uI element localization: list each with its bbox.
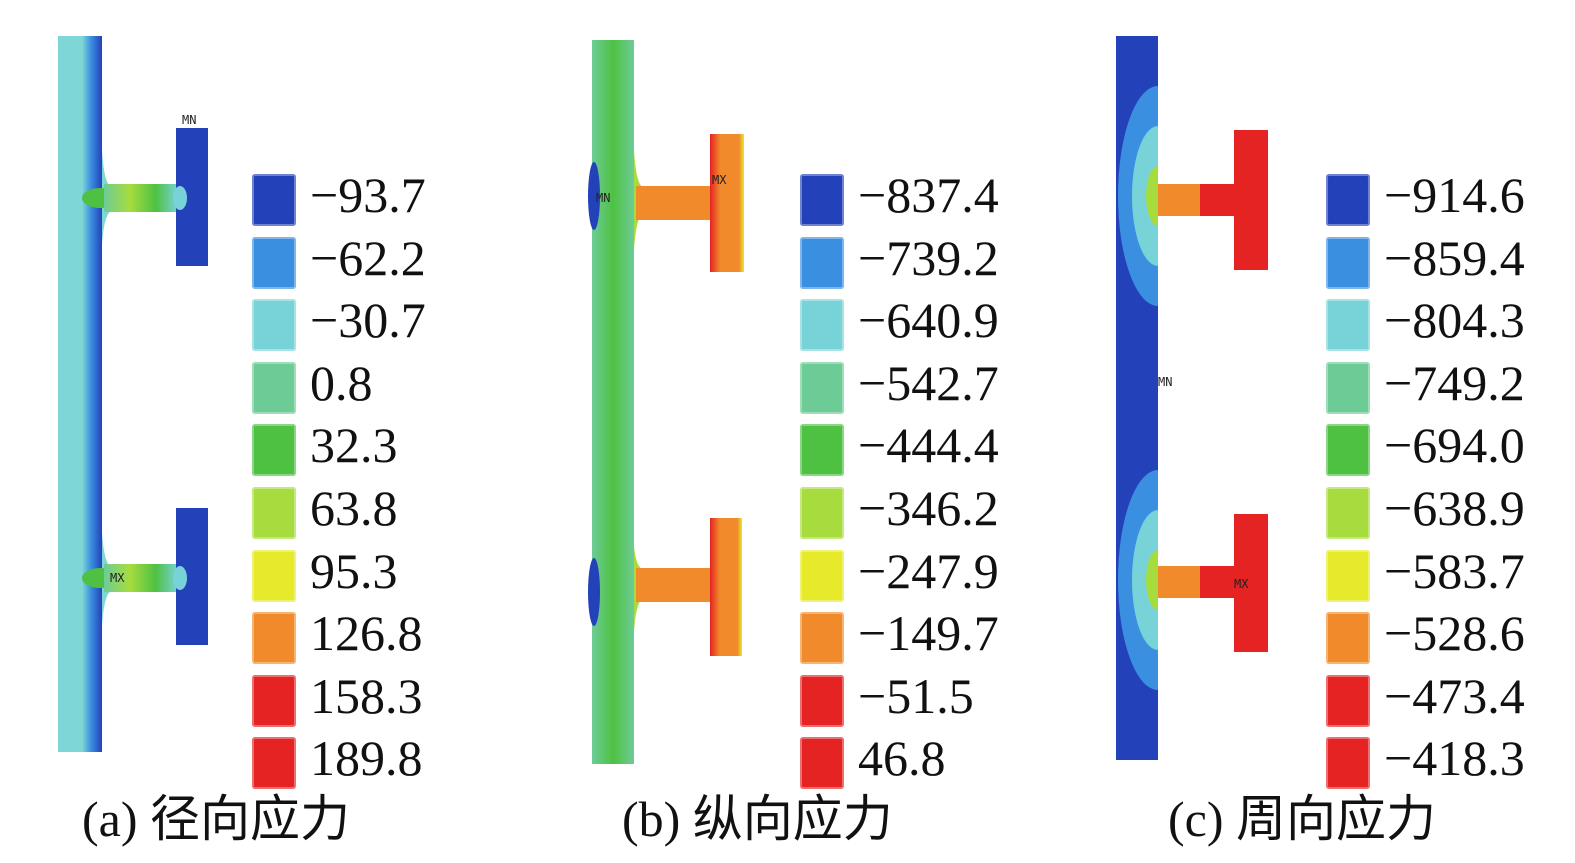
legend-value: −859.4 — [1384, 229, 1525, 286]
web-upper — [636, 186, 712, 220]
web-lower — [636, 568, 712, 602]
legend-swatch — [1326, 486, 1370, 539]
max-marker: MX — [1234, 577, 1249, 591]
legend-swatch — [800, 361, 844, 414]
legend-swatch — [1326, 361, 1370, 414]
legend-value: −93.7 — [310, 167, 426, 223]
legend-value: −583.7 — [1384, 542, 1525, 599]
legend-swatch — [252, 299, 296, 352]
web-upper — [104, 184, 178, 212]
panel-hoop-stress: MN MX −914.6 −859.4 −804.3 −749.2 −694.0 −638… — [1040, 0, 1575, 863]
longitudinal-stress-contour-plot: MN MX — [588, 40, 744, 764]
legend-swatch — [800, 549, 844, 602]
legend-swatch — [1326, 737, 1370, 790]
legend-swatch — [800, 424, 844, 477]
legend-swatch — [1326, 674, 1370, 727]
legend-swatch — [1326, 612, 1370, 665]
legend-value: −30.7 — [310, 292, 426, 349]
legend-value: −346.2 — [858, 479, 999, 536]
legend-swatch — [252, 174, 296, 226]
legend-swatch — [1326, 236, 1370, 289]
legend-swatch — [800, 299, 844, 352]
legend-swatch — [800, 612, 844, 665]
legend-swatch — [1326, 299, 1370, 352]
legend-value: 189.8 — [310, 730, 423, 787]
end-plate-lower — [710, 518, 742, 656]
legend-value: 32.3 — [310, 417, 398, 474]
legend-value: 126.8 — [310, 605, 423, 662]
hoop-stress-contour-plot: MN MX — [1116, 36, 1268, 780]
legend-value: −749.2 — [1384, 354, 1525, 411]
min-marker: MN — [1158, 375, 1172, 389]
legend-value: −694.0 — [1384, 417, 1525, 474]
legend-value: 95.3 — [310, 542, 398, 599]
legend-swatch — [800, 486, 844, 539]
legend-value: 0.8 — [310, 354, 373, 411]
panel-longitudinal-stress: MN MX −837.4 −739.2 −640.9 −542.7 −444.4 −346… — [520, 0, 1040, 863]
legend-value: 158.3 — [310, 667, 423, 724]
legend-swatch — [1326, 174, 1370, 226]
legend-value: −444.4 — [858, 417, 999, 474]
legend-swatch — [252, 486, 296, 539]
legend-value: −640.9 — [858, 292, 999, 349]
panel-caption: (a) 径向应力 — [82, 791, 350, 847]
end-plate-upper — [710, 134, 744, 272]
legend-value: −739.2 — [858, 229, 999, 286]
legend-swatch — [252, 424, 296, 477]
legend-value: −51.5 — [858, 667, 974, 724]
legend-swatch — [252, 236, 296, 289]
legend-swatch — [252, 737, 296, 790]
legend-value: −149.7 — [858, 605, 999, 662]
legend-value: −542.7 — [858, 354, 999, 411]
legend-value: −837.4 — [858, 167, 999, 223]
legend-swatch — [800, 236, 844, 289]
legend-swatch — [800, 737, 844, 790]
legend-value: −638.9 — [1384, 479, 1525, 536]
legend-value: −62.2 — [310, 229, 426, 286]
legend-value: 63.8 — [310, 479, 398, 536]
radial-stress-contour-plot: MN MX — [58, 36, 208, 752]
legend-swatch — [1326, 549, 1370, 602]
legend-swatch — [252, 612, 296, 665]
legend-swatch — [800, 174, 844, 226]
legend-swatch — [252, 549, 296, 602]
legend-swatch — [252, 674, 296, 727]
min-marker: MN — [182, 113, 196, 127]
legend-value: −418.3 — [1384, 730, 1525, 787]
legend-value: 46.8 — [858, 730, 946, 787]
legend-swatch — [1326, 424, 1370, 477]
legend-value: −914.6 — [1384, 167, 1525, 223]
panel-caption: (c) 周向应力 — [1168, 791, 1436, 847]
legend-swatch — [252, 361, 296, 414]
main-member — [58, 36, 102, 752]
legend-swatch — [800, 674, 844, 727]
panel-caption: (b) 纵向应力 — [622, 791, 893, 847]
main-member — [592, 40, 634, 764]
web-lower — [104, 564, 178, 592]
max-marker: MX — [110, 571, 125, 585]
legend-value: −528.6 — [1384, 605, 1525, 662]
legend-value: −247.9 — [858, 542, 999, 599]
legend-value: −804.3 — [1384, 292, 1525, 349]
max-marker: MX — [712, 173, 727, 187]
legend-value: −473.4 — [1384, 667, 1525, 724]
panel-radial-stress: MN MX −93.7 −62.2 −30.7 0.8 32.3 63.8 95.3 126.… — [0, 0, 520, 863]
min-marker: MN — [596, 191, 610, 205]
